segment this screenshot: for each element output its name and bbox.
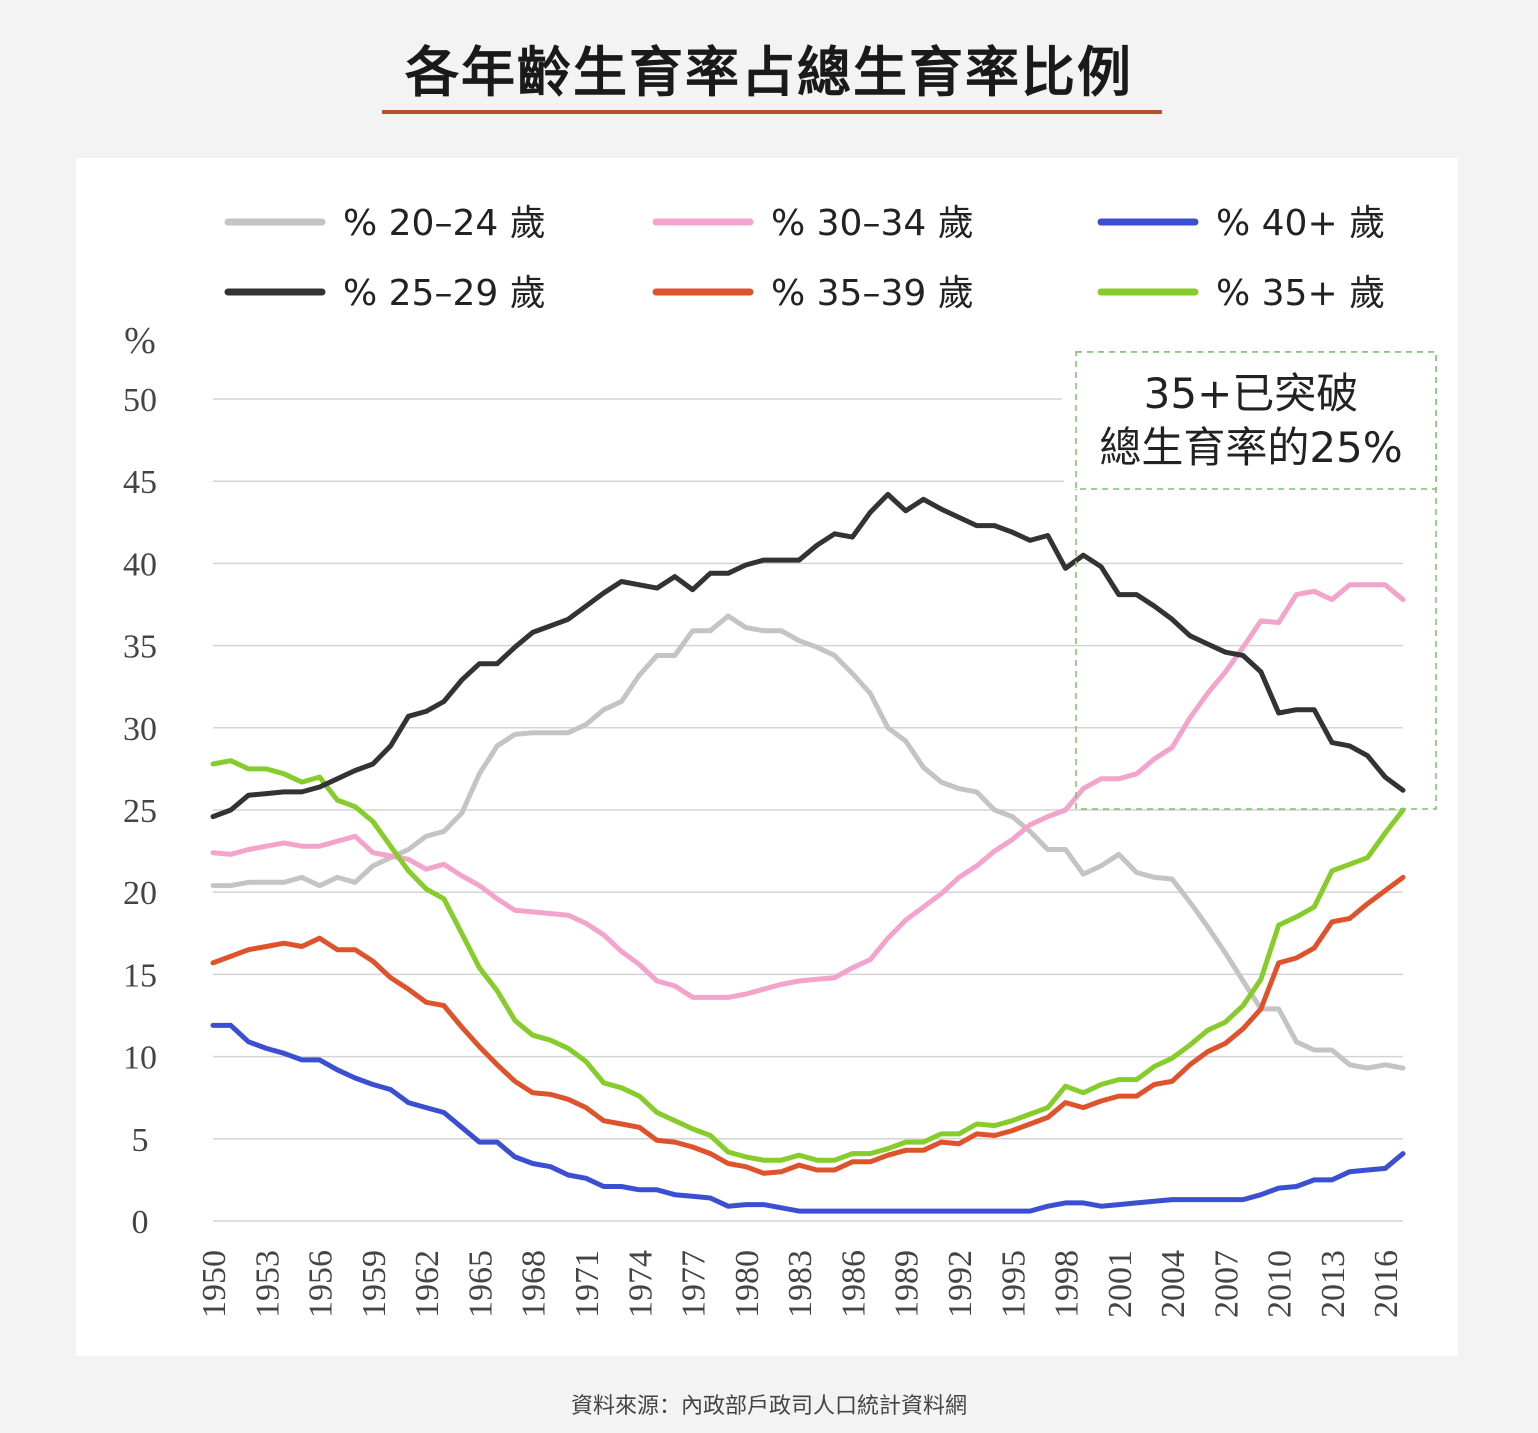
x-axis-ticks: 1950 1953 1956 1959 1962 1965 1968 1971 1974 1977… xyxy=(196,1250,1405,1318)
x-tick-label: 1953 xyxy=(249,1250,286,1318)
y-tick-label: 45 xyxy=(123,464,157,501)
annotation-label-bg xyxy=(1064,352,1436,489)
legend-item: % 35+ 歲 xyxy=(1097,273,1385,314)
x-tick-label: 1989 xyxy=(889,1250,926,1318)
legend-label: % 30–34 歲 xyxy=(771,203,974,244)
x-tick-label: 2007 xyxy=(1208,1250,1245,1318)
legend-item: % 30–34 歲 xyxy=(652,203,974,244)
legend-label: % 25–29 歲 xyxy=(343,273,546,314)
x-tick-label: 2013 xyxy=(1315,1250,1352,1318)
series-line-4 xyxy=(210,874,1406,1176)
title-underline xyxy=(382,110,1162,114)
annotation-line1: 35+已突破 xyxy=(1144,369,1359,418)
x-tick-label: 1977 xyxy=(676,1250,713,1318)
y-tick-label: 20 xyxy=(123,875,157,912)
annotation-label-border xyxy=(1075,351,1437,490)
source-note: 資料來源：內政部戶政司人口統計資料網 xyxy=(570,1394,967,1419)
x-tick-label: 2001 xyxy=(1102,1250,1139,1318)
y-axis-label: % xyxy=(124,320,156,362)
x-tick-label: 1962 xyxy=(409,1250,446,1318)
page-title: 各年齡生育率占總生育率比例 xyxy=(405,41,1133,104)
x-tick-label: 1995 xyxy=(995,1250,1032,1318)
y-tick-label: 30 xyxy=(123,711,157,748)
legend-item: % 25–29 歲 xyxy=(224,273,546,314)
legend-item: % 40+ 歲 xyxy=(1097,203,1385,244)
y-tick-label: 35 xyxy=(123,629,157,666)
x-tick-label: 2004 xyxy=(1155,1250,1192,1318)
y-tick-label: 50 xyxy=(123,382,157,419)
y-tick-label: 15 xyxy=(123,957,157,994)
y-tick-label: 5 xyxy=(132,1122,149,1159)
x-tick-label: 1968 xyxy=(516,1250,553,1318)
x-tick-label: 1956 xyxy=(303,1250,340,1318)
x-tick-label: 1959 xyxy=(356,1250,393,1318)
legend-item: % 20–24 歲 xyxy=(224,203,546,244)
x-tick-label: 1992 xyxy=(942,1250,979,1318)
x-tick-label: 1971 xyxy=(569,1250,606,1318)
x-tick-label: 1998 xyxy=(1049,1250,1086,1318)
series-line-5 xyxy=(210,1022,1406,1214)
legend-label: % 20–24 歲 xyxy=(343,203,546,244)
y-tick-label: 0 xyxy=(132,1204,149,1241)
x-tick-label: 2016 xyxy=(1368,1250,1405,1318)
y-tick-label: 10 xyxy=(123,1040,157,1077)
annotation-box: 35+已突破 總生育率的25% xyxy=(1064,351,1437,810)
x-tick-label: 1950 xyxy=(196,1250,233,1318)
annotation-line2: 總生育率的25% xyxy=(1099,423,1402,472)
legend: % 20–24 歲 % 30–34 歲 % 40+ 歲 % 25–29 歲 % 35–3… xyxy=(224,203,1385,314)
series-line-6 xyxy=(210,758,1406,1163)
legend-label: % 35–39 歲 xyxy=(771,273,974,314)
y-axis-ticks: 0 5 10 15 20 25 30 35 40 45 50 xyxy=(123,382,157,1241)
x-tick-label: 1974 xyxy=(622,1250,659,1318)
y-tick-label: 25 xyxy=(123,793,157,830)
series-line-2 xyxy=(210,491,1406,820)
series-line-3 xyxy=(210,582,1406,1000)
x-tick-label: 1965 xyxy=(462,1250,499,1318)
x-tick-label: 1983 xyxy=(782,1250,819,1318)
x-tick-label: 1980 xyxy=(729,1250,766,1318)
grid-lines xyxy=(213,398,1403,1222)
x-tick-label: 2010 xyxy=(1262,1250,1299,1318)
series-line-1 xyxy=(210,613,1406,1071)
y-tick-label: 40 xyxy=(123,546,157,583)
legend-label: % 40+ 歲 xyxy=(1216,203,1385,244)
x-tick-label: 1986 xyxy=(835,1250,872,1318)
legend-item: % 35–39 歲 xyxy=(652,273,974,314)
series-lines xyxy=(210,491,1406,1214)
legend-label: % 35+ 歲 xyxy=(1216,273,1385,314)
